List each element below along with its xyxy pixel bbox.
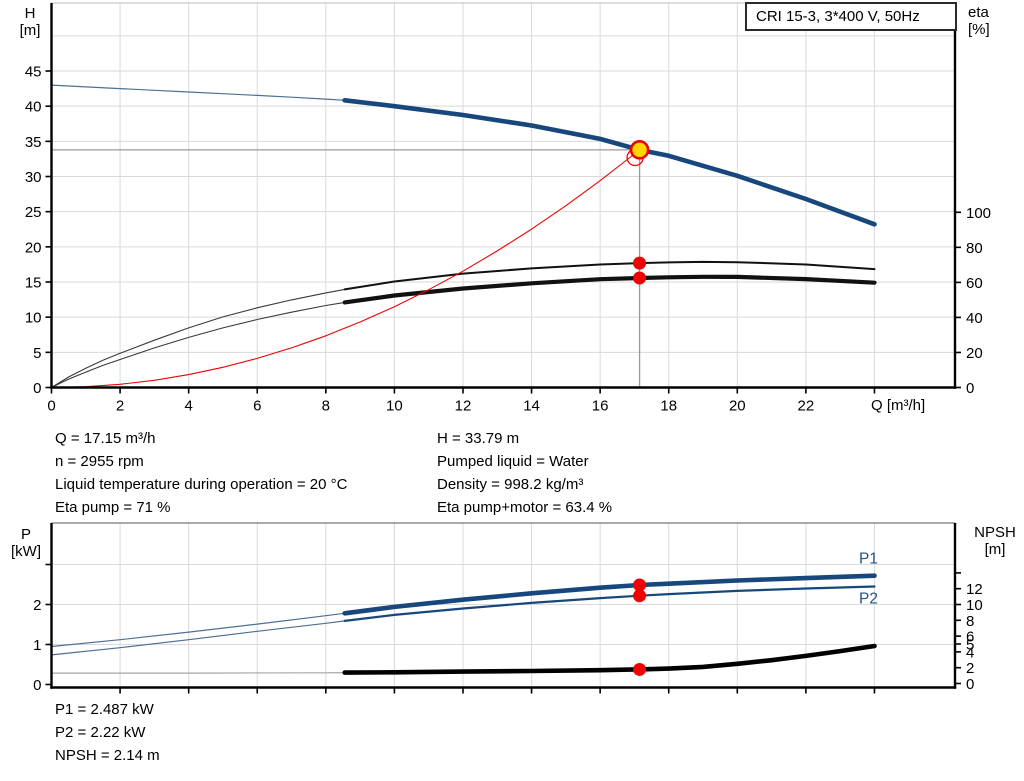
x-tick-label: 0: [47, 398, 55, 415]
eta-axis-title-line1: eta: [968, 4, 989, 21]
info-line: P1 = 2.487 kW: [55, 701, 154, 718]
y-right-tick-label: 12: [966, 581, 983, 598]
y-left-tick-label: 25: [25, 204, 42, 221]
info-line: Eta pump+motor = 63.4 %: [437, 499, 613, 516]
pump-title-box: CRI 15-3, 3*400 V, 50Hz: [745, 2, 957, 31]
info-line: Eta pump = 71 %: [55, 499, 171, 516]
info-line: Pumped liquid = Water: [437, 453, 589, 470]
series-label-p1: P1: [859, 551, 878, 568]
head-curve-thin: [50, 84, 346, 101]
p-axis-title: P [kW]: [6, 526, 46, 560]
y-right-tick-label: 80: [966, 240, 983, 257]
x-tick-label: 2: [116, 398, 124, 415]
info-line: n = 2955 rpm: [55, 453, 144, 470]
y-left-tick-label: 45: [25, 64, 42, 81]
p1-curve-thin: [50, 612, 346, 648]
y-left-tick-label: 1: [33, 637, 41, 654]
p-axis-title-line2: [kW]: [11, 543, 41, 560]
y-left-tick-label: 15: [25, 275, 42, 292]
x-tick-label: 4: [184, 398, 192, 415]
y-left-tick-label: 40: [25, 99, 42, 116]
info-line: NPSH = 2.14 m: [55, 747, 160, 764]
p2-curve-thin: [50, 620, 346, 656]
system-curve: [50, 149, 641, 389]
npsh-axis-title-line1: NPSH: [974, 524, 1016, 541]
y-right-tick-label: 2: [966, 660, 974, 677]
y-right-tick-label: 0: [966, 380, 974, 397]
y-right-tick-label: 40: [966, 310, 983, 327]
eta-pump-curve-thin: [50, 288, 346, 389]
p2-duty-dot: [633, 589, 647, 603]
x-tick-label: 14: [523, 398, 540, 415]
npsh-curve: [342, 643, 877, 675]
qh-eta-chart: 0 2 4 6 8 10 12 14 16 18 20 22 0 5 10 15 20 25 30 35 40 45 0 20…: [25, 2, 991, 415]
y-right-tick-label: 10: [966, 597, 983, 614]
eta-pump-motor-curve-thin: [50, 301, 346, 389]
eta-axis-title-line2: [%]: [968, 21, 990, 38]
eta-pump-duty-dot: [633, 256, 647, 270]
y-left-tick-label: 35: [25, 134, 42, 151]
y-right-tick-label: 5: [966, 637, 974, 654]
eta-pump-curve: [343, 260, 876, 291]
power-npsh-info: P1 = 2.487 kW P2 = 2.22 kW NPSH = 2.14 m: [55, 698, 160, 767]
npsh-axis-title: NPSH [m]: [966, 524, 1024, 558]
p-axis-title-line1: P: [20, 526, 31, 543]
y-right-tick-label: 60: [966, 275, 983, 292]
info-line: Liquid temperature during operation = 20…: [55, 476, 348, 493]
y-right-tick-label: 8: [966, 613, 974, 630]
q-axis-title: Q [m³/h]: [871, 397, 926, 414]
h-axis-title-line1: H: [24, 5, 36, 22]
x-tick-label: 12: [455, 398, 472, 415]
y-left-tick-label: 2: [33, 597, 41, 614]
series-label-p2: P2: [859, 591, 878, 608]
duty-info-left: Q = 17.15 m³/h n = 2955 rpm Liquid tempera…: [55, 427, 347, 519]
y-left-tick-label: 20: [25, 239, 42, 256]
x-tick-label: 8: [322, 398, 330, 415]
info-line: H = 33.79 m: [437, 430, 520, 447]
x-tick-label: 18: [660, 398, 677, 415]
head-curve: [342, 98, 877, 227]
x-tick-label: 22: [798, 398, 815, 415]
eta-pump-motor-curve: [342, 274, 877, 305]
p2-curve: [343, 585, 876, 622]
p1-duty-dot: [633, 578, 647, 592]
info-line: Q = 17.15 m³/h: [55, 430, 156, 447]
duty-point-marker: [629, 140, 650, 160]
eta-axis-title: eta [%]: [968, 4, 1008, 38]
y-right-tick-label: 4: [966, 644, 974, 661]
y-left-tick-label: 30: [25, 169, 42, 186]
x-tick-label: 6: [253, 398, 261, 415]
x-tick-label: 10: [386, 398, 403, 415]
y-left-tick-label: 0: [33, 380, 41, 397]
y-left-tick-label: 10: [25, 310, 42, 327]
y-right-tick-label: 100: [966, 205, 991, 222]
y-right-tick-label: 6: [966, 629, 974, 646]
h-axis-title: H [m]: [12, 5, 48, 39]
npsh-curve-thin: [50, 672, 346, 674]
y-left-tick-label: 0: [33, 677, 41, 694]
duty-info-right: H = 33.79 m Pumped liquid = Water Density …: [437, 427, 612, 519]
x-tick-label: 20: [729, 398, 746, 415]
h-axis-title-line2: [m]: [19, 22, 41, 39]
info-line: P2 = 2.22 kW: [55, 724, 146, 741]
p1-curve: [342, 573, 877, 616]
npsh-axis-title-line2: [m]: [984, 541, 1006, 558]
x-tick-label: 16: [592, 398, 609, 415]
y-left-tick-label: 5: [33, 345, 41, 362]
eta-pump-motor-duty-dot: [633, 271, 647, 285]
npsh-duty-dot: [633, 662, 647, 676]
y-right-tick-label: 0: [966, 676, 974, 693]
y-right-tick-label: 20: [966, 345, 983, 362]
info-line: Density = 998.2 kg/m³: [437, 476, 584, 493]
